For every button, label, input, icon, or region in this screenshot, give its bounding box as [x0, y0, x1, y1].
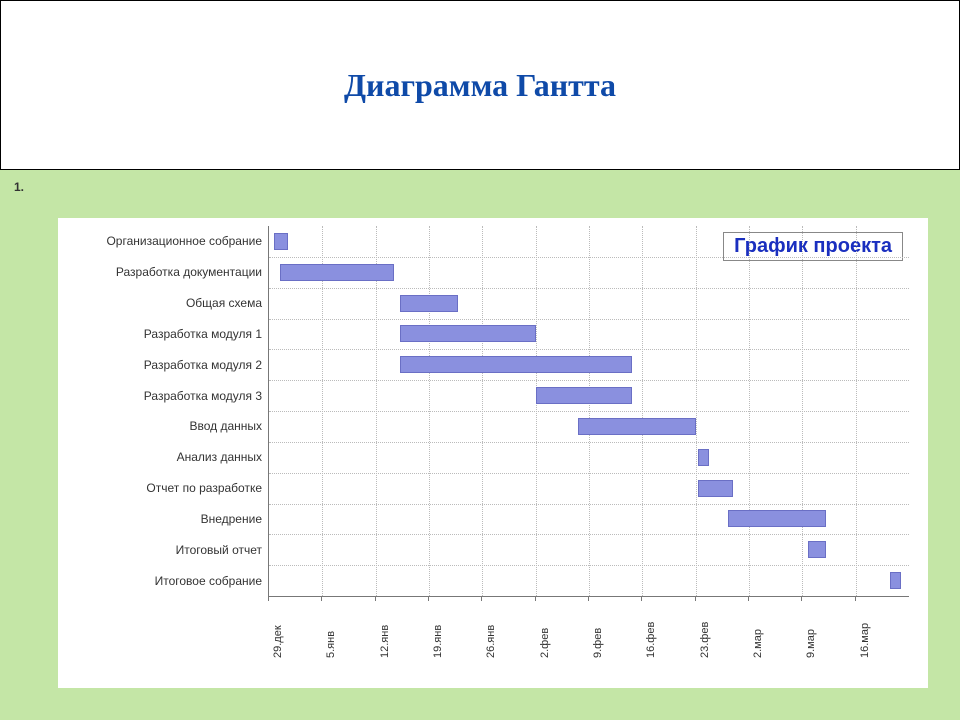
task-label: Анализ данных: [62, 450, 268, 464]
x-axis-label: 23.фев: [699, 622, 711, 658]
grid-horizontal: [269, 442, 909, 443]
gantt-bar: [578, 418, 695, 435]
task-label: Общая схема: [62, 296, 268, 310]
grid-horizontal: [269, 319, 909, 320]
task-label: Разработка модуля 1: [62, 327, 268, 341]
x-axis-label: 16.фев: [645, 622, 657, 658]
x-axis-label: 9.фев: [592, 628, 604, 658]
grid-horizontal: [269, 473, 909, 474]
x-axis-label: 29.дек: [272, 625, 284, 658]
gantt-bar: [890, 572, 901, 589]
x-tick: [321, 596, 322, 601]
grid-horizontal: [269, 534, 909, 535]
gantt-bar: [536, 387, 632, 404]
gantt-bar: [400, 356, 632, 373]
x-axis-label: 19.янв: [432, 625, 444, 658]
x-tick: [695, 596, 696, 601]
x-tick: [428, 596, 429, 601]
grid-horizontal: [269, 288, 909, 289]
header: Диаграмма Гантта: [0, 0, 960, 170]
grid-horizontal: [269, 504, 909, 505]
task-label: Разработка модуля 2: [62, 358, 268, 372]
x-tick: [481, 596, 482, 601]
body-area: 1. График проекта 29.дек 5.янв 12.янв 19.ян…: [0, 170, 960, 720]
gantt-bar: [728, 510, 827, 527]
gantt-bar: [808, 541, 827, 558]
x-tick: [375, 596, 376, 601]
grid-horizontal: [269, 380, 909, 381]
page-title: Диаграмма Гантта: [344, 67, 616, 104]
list-marker: 1.: [14, 180, 24, 194]
x-tick: [748, 596, 749, 601]
task-label: Ввод данных: [62, 419, 268, 433]
x-axis-label: 16.мар: [859, 623, 871, 658]
x-axis-label: 26.янв: [485, 625, 497, 658]
gantt-bar: [280, 264, 395, 281]
task-label: Разработка документации: [62, 265, 268, 279]
task-label: Разработка модуля 3: [62, 389, 268, 403]
x-tick: [641, 596, 642, 601]
gantt-chart: График проекта 29.дек 5.янв 12.янв 19.янв 26…: [58, 218, 928, 688]
x-tick: [801, 596, 802, 601]
task-label: Организационное собрание: [62, 234, 268, 248]
x-axis-label: 5.янв: [325, 631, 337, 658]
task-label: Итоговое собрание: [62, 574, 268, 588]
x-axis-label: 2.мар: [752, 629, 764, 658]
gantt-bar: [698, 480, 733, 497]
grid-horizontal: [269, 257, 909, 258]
grid-horizontal: [269, 411, 909, 412]
grid-horizontal: [269, 565, 909, 566]
task-label: Внедрение: [62, 512, 268, 526]
gantt-bar: [274, 233, 287, 250]
grid-horizontal: [269, 349, 909, 350]
x-axis-label: 12.янв: [379, 625, 391, 658]
x-tick: [535, 596, 536, 601]
x-axis-label: 9.мар: [805, 629, 817, 658]
x-tick: [268, 596, 269, 601]
task-label: Отчет по разработке: [62, 481, 268, 495]
gantt-bar: [400, 295, 459, 312]
x-tick: [855, 596, 856, 601]
plot-area: График проекта: [268, 226, 909, 597]
x-axis-label: 2.фев: [539, 628, 551, 658]
x-tick: [588, 596, 589, 601]
task-label: Итоговый отчет: [62, 543, 268, 557]
gantt-bar: [400, 325, 536, 342]
gantt-bar: [698, 449, 709, 466]
